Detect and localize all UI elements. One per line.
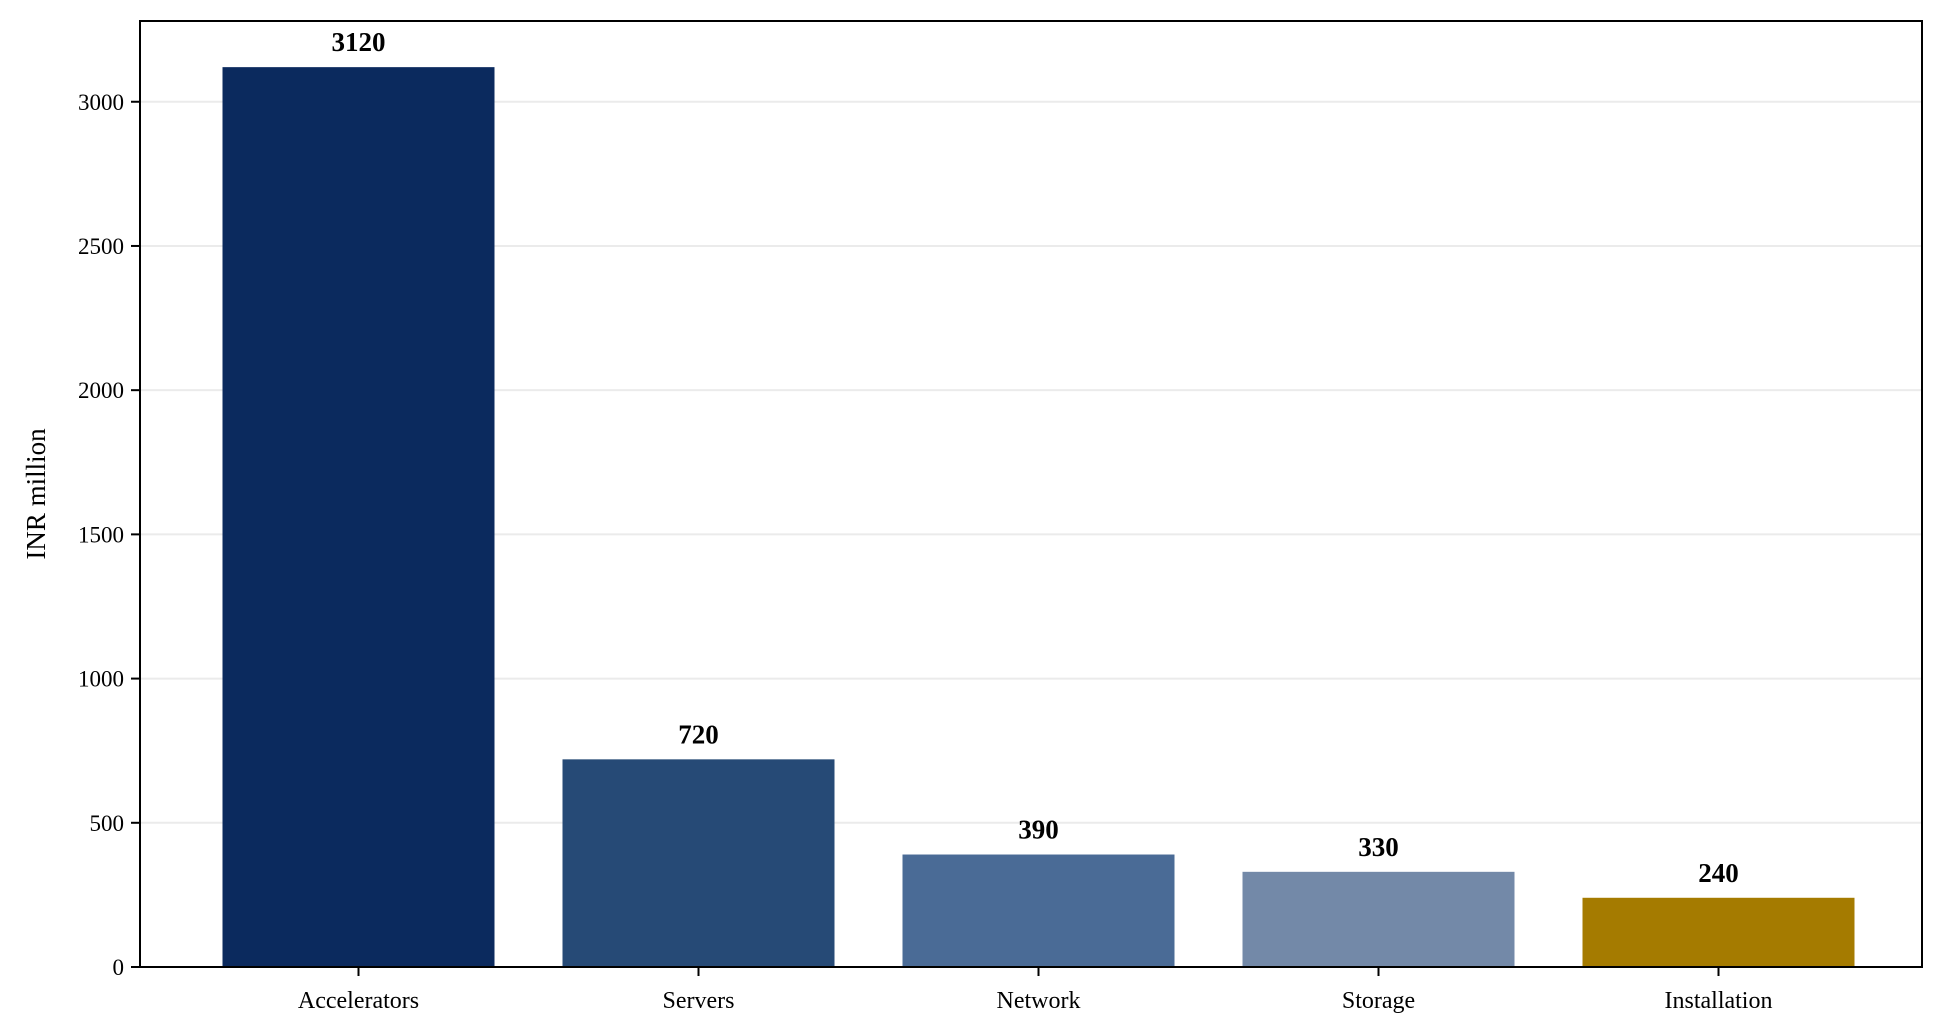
x-tick-label: Network <box>997 988 1081 1014</box>
y-axis: 0 500 1000 1500 2000 2500 3000 <box>78 90 140 980</box>
y-tick-label: 0 <box>113 955 125 980</box>
x-axis: Accelerators Servers Network Storage Install… <box>298 967 1773 1014</box>
y-tick-label: 2500 <box>78 234 124 259</box>
data-label-servers: 720 <box>678 719 719 749</box>
plot-frame <box>139 20 1923 968</box>
x-tick-label: Servers <box>663 988 735 1014</box>
y-tick-label: 500 <box>90 811 125 836</box>
bar-servers <box>562 759 835 967</box>
data-label-installation: 240 <box>1698 858 1739 888</box>
data-label-accelerators: 3120 <box>332 27 386 57</box>
x-tick-label: Accelerators <box>298 988 419 1014</box>
x-tick-label: Installation <box>1665 988 1773 1014</box>
bars <box>222 67 1855 967</box>
y-tick-label: 2000 <box>78 378 124 403</box>
bar-network <box>902 854 1175 967</box>
data-labels: 3120 720 390 330 240 <box>332 27 1739 888</box>
x-tick-label: Storage <box>1342 988 1415 1014</box>
bar-storage <box>1242 871 1515 967</box>
y-tick-label: 1500 <box>78 522 124 547</box>
data-label-storage: 330 <box>1358 832 1399 862</box>
bar-accelerators <box>222 67 495 967</box>
bar-installation <box>1582 897 1855 967</box>
y-tick-label: 3000 <box>78 90 124 115</box>
y-tick-label: 1000 <box>78 667 124 692</box>
data-label-network: 390 <box>1018 815 1059 845</box>
y-axis-title: INR million <box>21 428 51 560</box>
